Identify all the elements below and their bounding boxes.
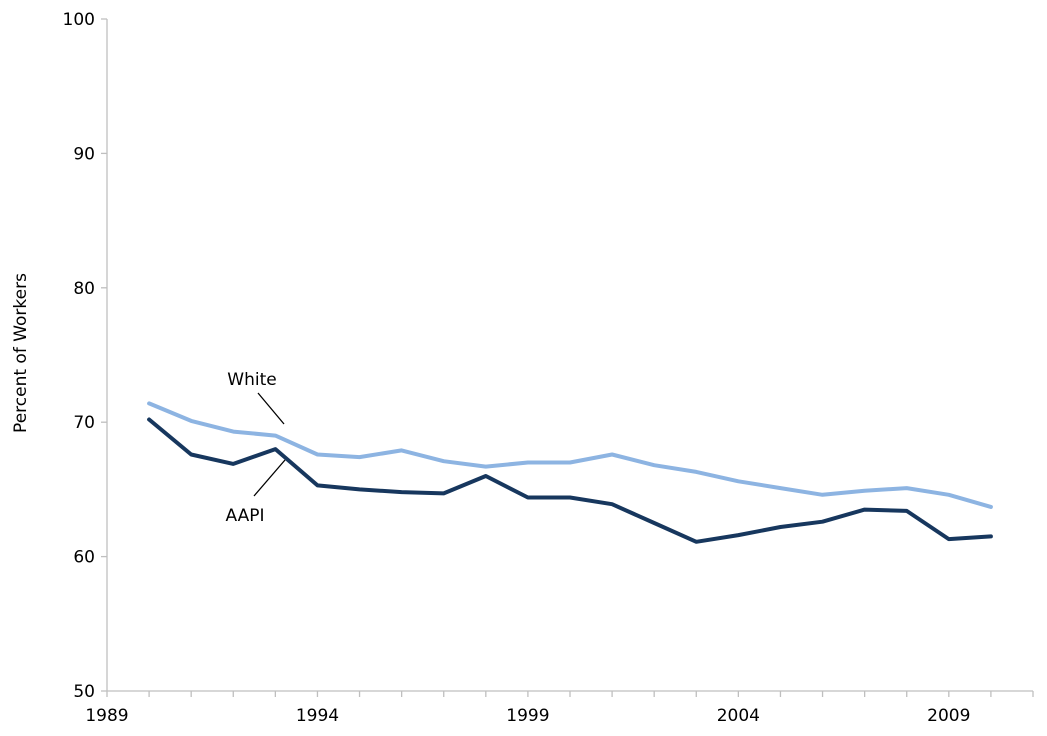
y-tick-label: 80	[73, 279, 95, 299]
y-tick-label: 70	[73, 413, 95, 433]
x-tick-label: 2009	[927, 706, 970, 726]
y-tick-label: 90	[73, 144, 95, 164]
x-tick-label: 1989	[85, 706, 128, 726]
y-axis-title: Percent of Workers	[11, 273, 31, 433]
x-tick-label: 1994	[296, 706, 339, 726]
white-leader-line	[257, 392, 285, 425]
x-tick-label: 2004	[717, 706, 760, 726]
y-tick-label: 100	[63, 10, 95, 30]
series-label-white: White	[227, 370, 276, 390]
series-label-aapi: AAPI	[226, 506, 265, 526]
series-lines	[147, 401, 993, 544]
axes: 50 60 70 80 90 100 1989 1994 1999 2004 2009	[63, 10, 1034, 726]
y-tick-label: 60	[73, 548, 95, 568]
series-line-white	[147, 401, 993, 509]
aapi-leader-line	[253, 459, 286, 497]
y-tick-label: 50	[73, 682, 95, 702]
series-labels: White AAPI	[226, 370, 286, 526]
series-line-aapi	[147, 417, 993, 544]
x-tick-label: 1999	[506, 706, 549, 726]
